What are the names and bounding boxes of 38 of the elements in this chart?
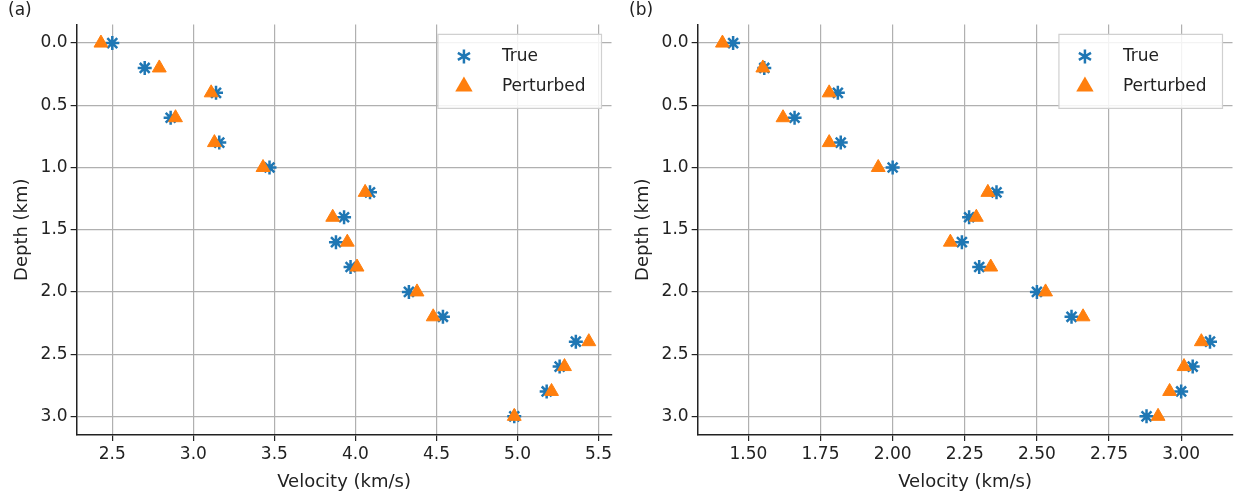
chart-title: (b) (629, 0, 654, 19)
y-tick-label: 1.0 (40, 155, 68, 176)
y-tick-label: 2.5 (661, 342, 689, 363)
y-tick-label: 3.0 (40, 404, 68, 425)
x-tick-label: 2.00 (873, 442, 912, 463)
x-axis-title: Velocity (km/s) (277, 469, 411, 491)
y-tick-label: 3.0 (661, 404, 689, 425)
y-tick-label: 0.0 (40, 31, 68, 52)
y-axis-title: Depth (km) (631, 178, 653, 281)
legend-label: True (500, 44, 539, 65)
x-tick-label: 1.50 (729, 442, 768, 463)
y-tick-label: 1.5 (661, 218, 689, 239)
y-tick-label: 0.0 (661, 31, 689, 52)
y-tick-label: 0.5 (40, 93, 68, 114)
chart-title: (a) (8, 0, 32, 19)
y-tick-label: 1.5 (40, 218, 68, 239)
x-tick-label: 5.5 (585, 442, 613, 463)
x-tick-label: 5.0 (503, 442, 532, 463)
x-tick-label: 3.5 (260, 442, 288, 463)
x-tick-label: 2.50 (1017, 442, 1056, 463)
x-axis-title: Velocity (km/s) (898, 469, 1032, 491)
x-tick-label: 4.5 (422, 442, 450, 463)
legend-label: Perturbed (1122, 74, 1207, 95)
legend-label: Perturbed (501, 74, 586, 95)
x-tick-label: 2.75 (1090, 442, 1128, 463)
y-axis-title: Depth (km) (10, 178, 32, 281)
x-tick-label: 3.0 (179, 442, 207, 463)
x-tick-label: 2.5 (98, 442, 126, 463)
x-tick-label: 3.00 (1162, 442, 1201, 463)
y-tick-label: 2.0 (661, 280, 689, 301)
y-tick-label: 2.0 (40, 280, 68, 301)
x-tick-label: 4.0 (341, 442, 369, 463)
x-tick-label: 1.75 (801, 442, 840, 463)
y-tick-label: 1.0 (661, 155, 689, 176)
x-tick-label: 2.25 (945, 442, 984, 463)
legend-label: True (1121, 44, 1160, 65)
y-tick-label: 0.5 (661, 93, 689, 114)
y-tick-label: 2.5 (40, 342, 68, 363)
